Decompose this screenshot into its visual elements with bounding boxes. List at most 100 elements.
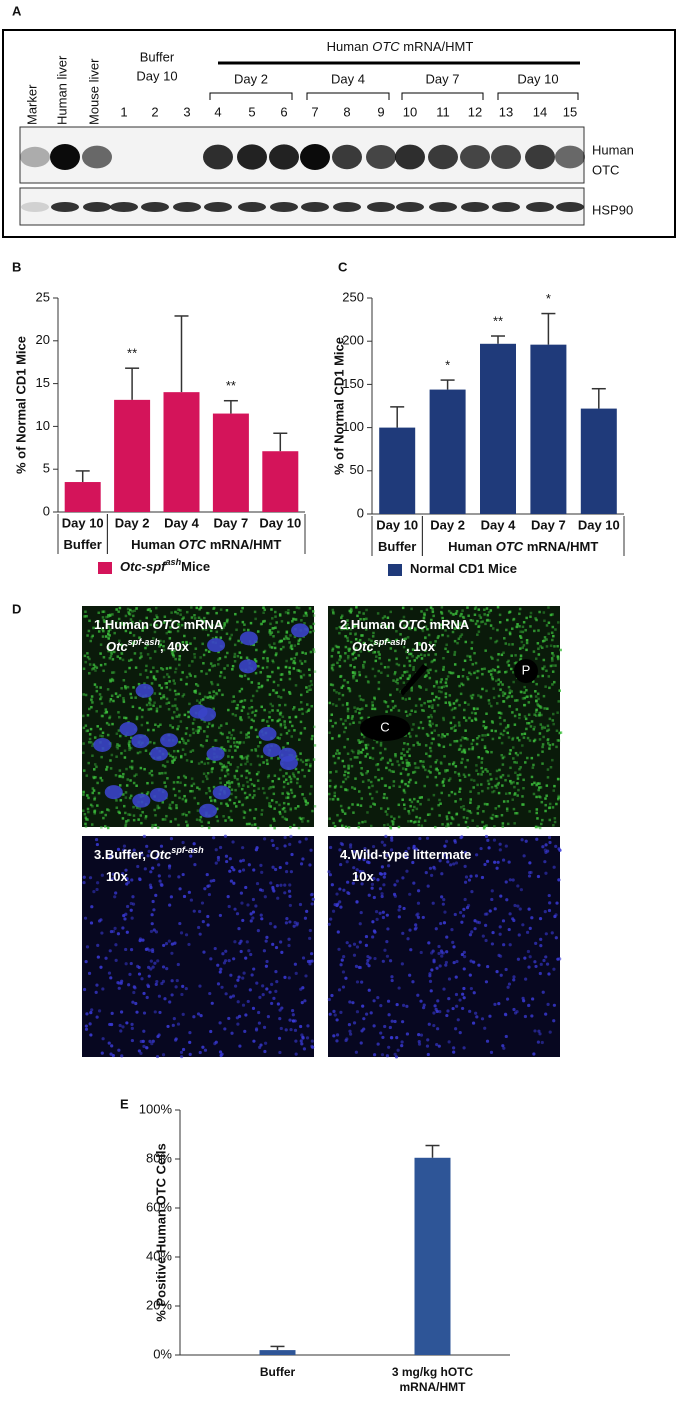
signal <box>279 647 283 651</box>
signal <box>278 810 282 814</box>
signal <box>168 688 172 692</box>
nucleus <box>223 1027 227 1031</box>
nucleus <box>137 877 142 881</box>
signal <box>379 624 383 627</box>
signal <box>346 707 350 711</box>
signal <box>224 819 227 822</box>
nucleus <box>333 902 337 907</box>
signal <box>86 794 89 797</box>
signal <box>236 741 239 744</box>
signal <box>431 706 434 710</box>
signal <box>485 824 488 827</box>
nucleus <box>298 840 302 844</box>
signal <box>476 825 479 828</box>
signal <box>144 815 148 818</box>
signal <box>207 821 210 824</box>
nucleus <box>110 1011 114 1015</box>
signal <box>274 691 278 695</box>
signal <box>338 752 341 755</box>
signal <box>540 727 544 730</box>
signal <box>412 665 415 669</box>
signal <box>163 765 167 768</box>
signal <box>425 752 428 756</box>
signal <box>447 609 451 613</box>
nucleus <box>439 921 443 926</box>
signal <box>207 786 211 790</box>
nucleus <box>352 866 356 870</box>
nucleus <box>213 1042 217 1046</box>
nucleus <box>239 939 243 943</box>
nucleus <box>158 1010 162 1015</box>
nucleus <box>226 895 230 899</box>
y-tick-label: 5 <box>43 461 50 476</box>
signal <box>223 676 226 679</box>
signal <box>542 611 546 614</box>
signal <box>508 631 512 634</box>
signal <box>422 760 425 763</box>
signal <box>387 665 390 669</box>
nucleus <box>544 955 548 959</box>
signal <box>539 706 543 709</box>
nucleus <box>386 999 391 1003</box>
signal <box>125 820 128 823</box>
signal <box>489 609 493 612</box>
signal <box>110 652 113 655</box>
signal <box>165 686 169 689</box>
signal <box>172 653 175 657</box>
signal <box>97 611 100 615</box>
nucleus <box>401 876 405 880</box>
nucleus <box>259 863 263 867</box>
signal <box>111 613 114 616</box>
signal <box>428 720 432 723</box>
signal <box>548 744 552 747</box>
signal <box>108 700 112 703</box>
signal <box>353 673 357 676</box>
nucleus <box>545 962 550 966</box>
y-tick-label: 0% <box>153 1346 172 1361</box>
nucleus <box>474 874 479 878</box>
nucleus <box>275 883 279 888</box>
nucleus <box>140 977 144 981</box>
nucleus <box>431 949 435 953</box>
nucleus <box>228 869 232 873</box>
signal <box>406 784 410 788</box>
signal <box>364 628 368 631</box>
signal <box>489 624 493 627</box>
signal <box>159 705 162 708</box>
nucleus <box>308 928 312 933</box>
nucleus <box>121 926 125 930</box>
nucleus <box>416 915 421 919</box>
nucleus <box>484 923 488 927</box>
signal <box>429 668 432 672</box>
signal <box>167 630 171 633</box>
signal <box>193 636 196 640</box>
signal <box>421 764 425 767</box>
nucleus <box>444 963 448 967</box>
signal <box>537 753 540 757</box>
signal <box>367 649 371 653</box>
signal <box>280 673 284 676</box>
signal <box>256 779 260 782</box>
signal <box>367 786 371 789</box>
signal <box>278 712 282 715</box>
signal <box>277 757 280 760</box>
nucleus <box>416 993 420 997</box>
signal <box>417 823 421 827</box>
signal <box>138 706 141 710</box>
nucleus <box>419 999 423 1003</box>
signal <box>165 697 169 701</box>
nucleus <box>486 964 490 969</box>
signal <box>174 610 177 614</box>
signal <box>100 810 104 814</box>
signal <box>185 640 188 644</box>
nucleus <box>151 1039 155 1043</box>
legend-label: Otc-spfashMice <box>120 557 210 574</box>
signal <box>279 713 282 717</box>
lane-number: 7 <box>311 104 318 119</box>
nucleus <box>348 845 353 849</box>
nucleus <box>244 956 248 960</box>
signal <box>428 705 431 708</box>
nucleus <box>158 879 162 883</box>
signal <box>357 821 361 825</box>
signal <box>298 738 301 741</box>
